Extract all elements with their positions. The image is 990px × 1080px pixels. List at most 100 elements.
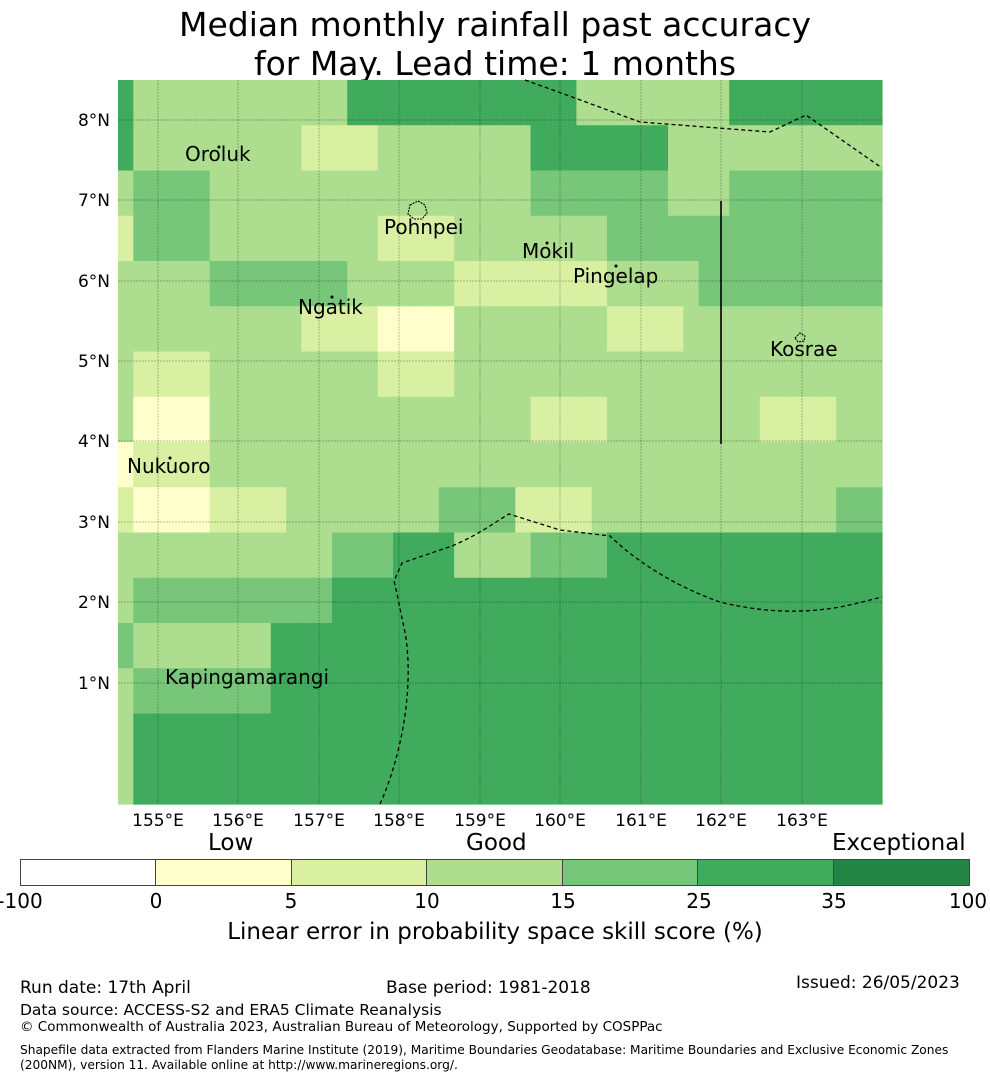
grid-cell <box>622 170 639 217</box>
grid-cell <box>668 396 684 443</box>
grid-cell <box>148 623 165 669</box>
grid-cell <box>836 351 853 398</box>
grid-cell <box>270 351 287 398</box>
grid-cell <box>805 170 822 217</box>
pohnpei-outline <box>407 200 428 220</box>
grid-cell <box>530 351 547 398</box>
grid-cell <box>759 668 776 715</box>
grid-cell <box>637 442 654 488</box>
grid-cell <box>118 125 134 172</box>
grid-cell <box>377 170 394 217</box>
grid-cell <box>286 125 302 172</box>
grid-cell <box>622 577 639 624</box>
grid-cell <box>408 125 425 172</box>
grid-cell <box>805 125 822 172</box>
grid-cell <box>561 396 577 443</box>
grid-cell <box>515 351 532 398</box>
grid-cell <box>698 261 715 307</box>
grid-cell <box>515 668 532 715</box>
grid-cell <box>240 668 257 715</box>
grid-cell <box>224 577 241 624</box>
grid-cell <box>438 487 455 534</box>
grid-cell <box>500 80 516 126</box>
grid-cell <box>194 261 211 307</box>
grid-cell <box>713 261 730 307</box>
grid-cell <box>484 713 501 760</box>
grid-cell <box>377 487 394 534</box>
grid-cell <box>729 396 746 443</box>
grid-cell <box>606 170 623 217</box>
grid-cell <box>393 125 409 172</box>
grid-cell <box>668 577 684 624</box>
grid-cell <box>805 668 822 715</box>
grid-cell <box>209 80 226 126</box>
grid-cell <box>270 487 287 534</box>
island-label-nukuoro: Nukuoro <box>127 454 211 478</box>
grid-cell <box>683 306 700 353</box>
grid-cell <box>484 758 501 805</box>
grid-cell <box>500 125 516 172</box>
grid-cell <box>438 215 455 262</box>
grid-cell <box>637 758 654 805</box>
grid-cell <box>270 442 287 488</box>
grid-cell <box>331 396 348 443</box>
grid-cell <box>652 623 669 669</box>
grid-cell <box>118 532 134 579</box>
grid-cell <box>683 396 700 443</box>
grid-cell <box>637 668 654 715</box>
grid-cell <box>530 577 547 624</box>
grid-cell <box>545 261 562 307</box>
grid-cell <box>454 487 471 534</box>
grid-cell <box>270 80 287 126</box>
grid-cell <box>668 487 684 534</box>
grid-cell <box>454 758 471 805</box>
grid-cell <box>347 261 364 307</box>
grid-cell <box>362 396 379 443</box>
grid-cell <box>255 261 272 307</box>
grid-cell <box>438 532 455 579</box>
grid-cell <box>637 623 654 669</box>
grid-cell <box>622 442 639 488</box>
grid-cell <box>530 442 547 488</box>
grid-cell <box>729 351 746 398</box>
grid-cell <box>744 442 761 488</box>
grid-cell <box>316 306 333 353</box>
grid-cell <box>316 125 333 172</box>
grid-cell <box>637 261 654 307</box>
grid-cell <box>118 170 134 217</box>
grid-cell <box>836 577 853 624</box>
grid-cell <box>133 442 150 488</box>
grid-cell <box>133 125 150 172</box>
grid-cell <box>515 170 532 217</box>
grid-cell <box>423 261 440 307</box>
grid-cell <box>484 125 501 172</box>
grid-cell <box>408 532 425 579</box>
grid-cell <box>118 487 134 534</box>
grid-cell <box>698 215 715 262</box>
grid-cell <box>209 532 226 579</box>
grid-cell <box>576 125 593 172</box>
grid-cell <box>851 80 868 126</box>
grid-cell <box>377 125 394 172</box>
grid-cell <box>820 532 837 579</box>
grid-cell <box>500 306 516 353</box>
grid-cell <box>775 125 791 172</box>
grid-cell <box>163 713 180 760</box>
grid-cell <box>286 261 302 307</box>
grid-cell <box>454 306 471 353</box>
grid-cell <box>515 577 532 624</box>
grid-cell <box>805 351 822 398</box>
grid-cell <box>790 80 807 126</box>
grid-cell <box>331 170 348 217</box>
grid-cell <box>316 80 333 126</box>
grid-cell <box>606 442 623 488</box>
grid-cell <box>163 396 180 443</box>
grid-cell <box>622 713 639 760</box>
grid-cell <box>622 215 639 262</box>
grid-cell <box>561 623 577 669</box>
grid-cell <box>836 532 853 579</box>
grid-cell <box>668 125 684 172</box>
colorbar-segment <box>291 860 428 885</box>
grid-cell <box>713 442 730 488</box>
grid-cell <box>576 261 593 307</box>
